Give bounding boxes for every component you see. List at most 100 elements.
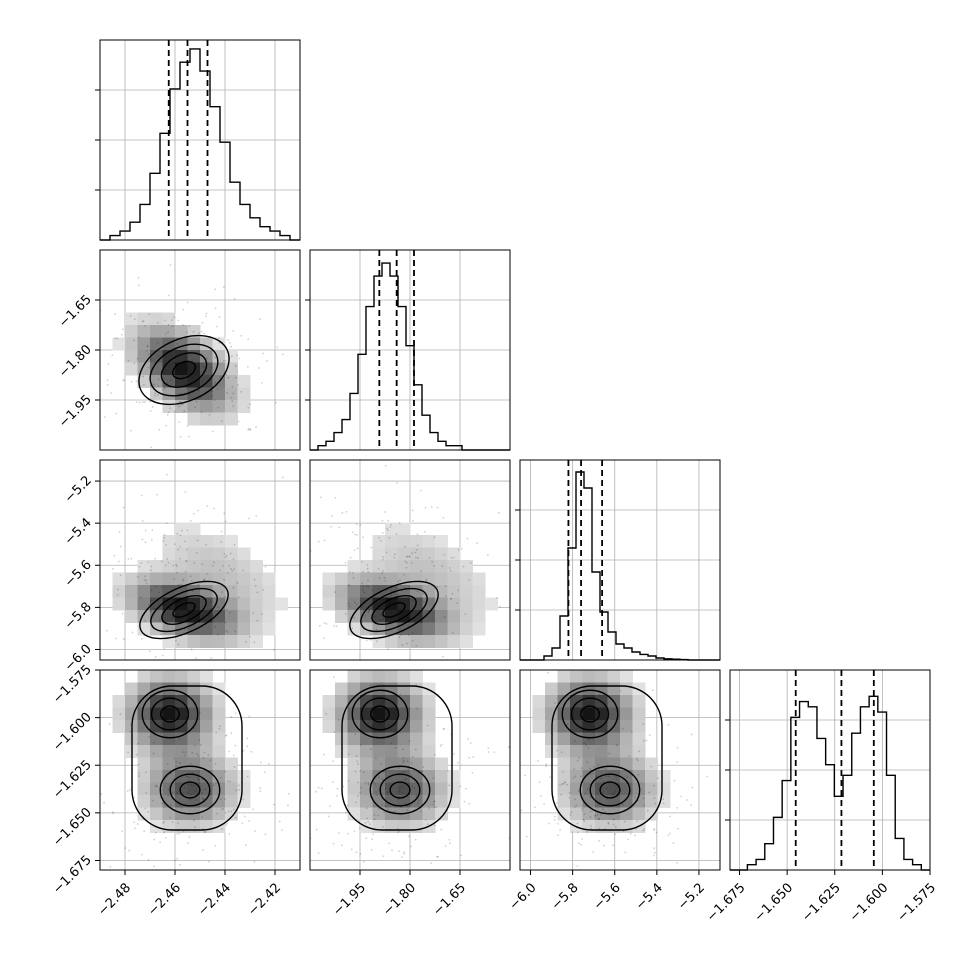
density-cell <box>447 585 461 598</box>
scatter-point <box>149 609 151 612</box>
density-cell <box>435 547 448 561</box>
scatter-point <box>587 738 590 741</box>
scatter-point <box>260 381 263 384</box>
density-cell <box>620 820 633 833</box>
scatter-point <box>205 312 208 315</box>
scatter-point <box>224 595 227 598</box>
scatter-point <box>175 765 178 768</box>
scatter-point <box>179 864 181 866</box>
scatter-point <box>404 802 406 805</box>
density-cell <box>422 535 436 548</box>
scatter-point <box>195 551 198 554</box>
scatter-point <box>248 715 251 718</box>
density-cell <box>360 707 373 721</box>
scatter-point <box>178 421 181 423</box>
scatter-point <box>560 751 563 754</box>
density-cell <box>397 682 411 696</box>
density-cell <box>360 720 373 733</box>
density-cell <box>212 610 226 623</box>
scatter-point <box>227 376 230 379</box>
density-cell <box>225 387 238 401</box>
scatter-point <box>222 286 225 288</box>
scatter-point <box>390 523 393 526</box>
scatter-point <box>414 748 417 751</box>
scatter-point <box>133 318 136 321</box>
scatter-point <box>536 759 539 762</box>
scatter-point <box>218 728 221 730</box>
scatter-point <box>198 778 201 781</box>
scatter-point <box>397 593 400 596</box>
scatter-point <box>175 791 178 794</box>
density-cell <box>137 312 151 326</box>
density-cell <box>187 522 201 536</box>
scatter-point <box>160 789 163 792</box>
density-cell <box>532 707 546 721</box>
scatter-point <box>362 771 365 774</box>
scatter-point <box>170 803 172 806</box>
density-cell <box>582 770 596 783</box>
density-cell <box>372 782 386 796</box>
scatter-point <box>204 315 207 318</box>
density-cell <box>162 770 176 783</box>
scatter-point <box>204 831 207 834</box>
density-cell <box>620 720 633 733</box>
density-cell <box>620 770 633 783</box>
scatter-point <box>360 786 362 789</box>
scatter-point <box>432 777 435 779</box>
scatter-point <box>129 315 132 317</box>
scatter-point <box>362 609 365 611</box>
density-cell <box>360 770 373 783</box>
scatter-point <box>643 828 646 831</box>
scatter-point <box>624 851 627 854</box>
scatter-point <box>595 775 598 777</box>
scatter-point <box>203 798 205 801</box>
scatter-point <box>428 807 430 809</box>
scatter-point <box>196 400 199 403</box>
scatter-point <box>355 755 358 757</box>
scatter-point <box>396 587 398 590</box>
scatter-point <box>402 759 405 762</box>
density-cell <box>322 707 336 721</box>
density-cell <box>447 597 461 611</box>
density-cell <box>250 560 263 573</box>
scatter-point <box>181 807 184 809</box>
scatter-point <box>185 388 188 391</box>
density-cell <box>262 572 276 586</box>
density-cell <box>175 362 188 376</box>
scatter-point <box>593 766 595 768</box>
scatter-point <box>368 610 370 613</box>
density-cell <box>225 622 238 636</box>
scatter-point <box>404 560 407 563</box>
scatter-point <box>234 744 237 747</box>
scatter-point <box>653 847 656 850</box>
density-cell <box>447 782 461 796</box>
density-cell <box>410 560 423 573</box>
scatter-point <box>436 586 439 588</box>
scatter-point <box>394 598 397 601</box>
scatter-point <box>172 362 174 365</box>
scatter-point <box>394 619 396 621</box>
density-cell <box>212 597 226 611</box>
density-cell <box>607 782 621 796</box>
scatter-point <box>334 591 337 594</box>
density-cell <box>162 610 176 623</box>
scatter-point <box>384 464 387 467</box>
density-cell <box>225 560 238 573</box>
contour-line <box>141 689 199 739</box>
scatter-point <box>137 336 140 339</box>
scatter-point <box>415 794 418 797</box>
density-cell <box>372 622 386 636</box>
scatter-point <box>387 519 390 522</box>
density-cell <box>225 807 238 821</box>
scatter-point <box>589 773 592 776</box>
scatter-point <box>398 790 401 793</box>
x-tick-label: −5.8 <box>549 880 582 913</box>
scatter-point <box>633 796 636 798</box>
scatter-point <box>130 429 132 432</box>
density-cell <box>200 732 213 746</box>
density-cell <box>410 572 423 586</box>
scatter-point <box>139 596 142 599</box>
scatter-point <box>122 506 125 509</box>
scatter-point <box>344 613 347 615</box>
density-cell <box>607 682 621 696</box>
